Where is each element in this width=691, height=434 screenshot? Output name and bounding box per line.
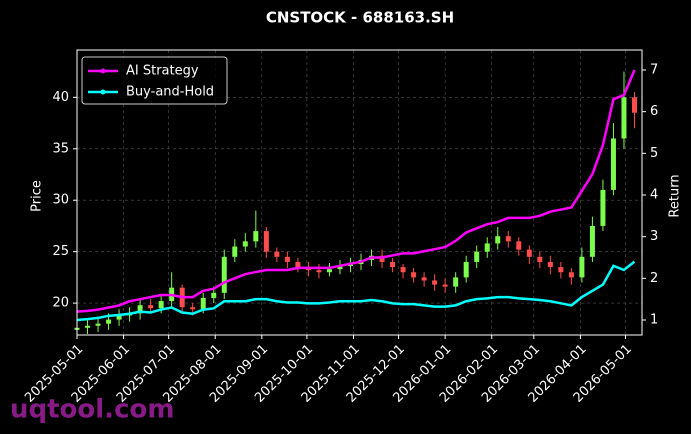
candle-body	[158, 301, 164, 309]
legend-label: Buy-and-Hold	[126, 85, 214, 100]
candle-body	[442, 284, 448, 287]
candle-body	[274, 251, 280, 257]
candle-body	[631, 97, 637, 113]
y2-tick-label: 3	[650, 229, 658, 244]
candle-body	[326, 269, 332, 273]
candle-body	[621, 97, 627, 139]
candle-body	[589, 225, 595, 257]
return-line	[76, 69, 636, 313]
candle-body	[400, 267, 406, 273]
y2-tick-label: 7	[650, 63, 658, 78]
y2-tick-label: 2	[650, 271, 658, 286]
candle-body	[516, 241, 522, 250]
candle-body	[537, 256, 543, 262]
y-tick-label: 30	[52, 193, 69, 208]
legend-box	[81, 56, 228, 105]
candle-body	[106, 319, 112, 324]
candle-body	[253, 231, 259, 242]
candle-body	[495, 236, 501, 244]
candle-body	[316, 270, 322, 273]
candle-body	[463, 261, 469, 278]
chart-title: CNSTOCK - 688163.SH	[266, 9, 454, 27]
candle-body	[211, 292, 217, 298]
plot-frame	[76, 49, 643, 336]
y-axis-label: Price	[30, 180, 45, 212]
candle-body	[95, 323, 101, 326]
candle-body	[116, 315, 122, 320]
y2-tick-label: 6	[650, 104, 658, 119]
candle-body	[547, 261, 553, 268]
legend-marker	[100, 89, 106, 95]
candle-body	[484, 243, 490, 252]
candle-body	[505, 236, 511, 242]
candle-body	[568, 272, 574, 278]
y2-tick-label: 4	[650, 188, 658, 203]
y-tick-label: 40	[52, 90, 69, 105]
candle-body	[600, 189, 606, 226]
y-tick-label: 20	[52, 296, 69, 311]
candle-body	[432, 280, 438, 285]
candle-body	[337, 266, 343, 270]
y2-tick-label: 1	[650, 313, 658, 328]
y-tick-label: 25	[52, 244, 69, 259]
grid	[76, 50, 642, 335]
candle-body	[610, 138, 616, 190]
candle-body	[579, 256, 585, 278]
y2-axis-label: Return	[668, 174, 683, 217]
plot	[74, 69, 637, 337]
candle-body	[390, 261, 396, 268]
candle-body	[148, 305, 154, 309]
y-tick-label: 35	[52, 141, 69, 156]
candle-body	[284, 256, 290, 262]
return-line	[76, 260, 636, 322]
candle-body	[200, 297, 206, 310]
candle-body	[221, 256, 227, 293]
candle-body	[411, 272, 417, 278]
legend-marker	[100, 68, 106, 74]
watermark: uqtool.com	[10, 395, 174, 425]
candle-body	[263, 231, 269, 252]
candle-body	[526, 249, 532, 257]
candle-body	[558, 267, 564, 273]
candle-body	[242, 241, 248, 247]
y2-tick-label: 5	[650, 146, 658, 161]
candle-body	[379, 255, 385, 262]
candle-body	[474, 251, 480, 262]
legend: AI Strategy Buy-and-Hold	[81, 56, 228, 105]
candle-body	[453, 277, 459, 287]
candle-body	[190, 307, 196, 310]
candle-body	[137, 305, 143, 314]
candle-body	[85, 325, 91, 328]
candle-body	[295, 261, 301, 268]
candle-body	[232, 246, 238, 257]
candle-body	[347, 264, 353, 267]
legend-label: AI Strategy	[126, 64, 199, 79]
candle-body	[421, 277, 427, 281]
